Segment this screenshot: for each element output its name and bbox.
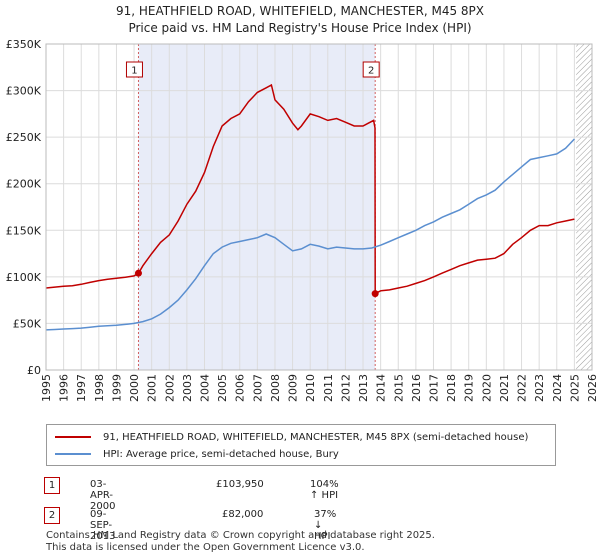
y-tick-label: £250K — [6, 131, 42, 144]
x-tick-label: 2001 — [146, 374, 159, 402]
sale-hpi-diff: 37% ↓ HPI — [314, 509, 337, 542]
x-tick-label: 2026 — [586, 374, 599, 402]
sale-number-box — [125, 61, 143, 78]
x-tick-label: 2019 — [463, 374, 476, 402]
legend-item-hpi: HPI: Average price, semi-detached house,… — [55, 446, 339, 462]
x-tick-label: 2009 — [287, 374, 300, 402]
y-tick-label: £350K — [6, 38, 42, 51]
y-tick-label: £300K — [6, 85, 42, 98]
sale-point — [134, 269, 142, 277]
x-tick-label: 1998 — [93, 374, 106, 402]
x-tick-label: 2018 — [445, 374, 458, 402]
sale-marker-2: 2 — [44, 507, 60, 524]
legend-swatch-property — [55, 436, 91, 438]
legend-label-property: 91, HEATHFIELD ROAD, WHITEFIELD, MANCHES… — [103, 431, 529, 443]
footer-line-2: This data is licensed under the Open Gov… — [46, 542, 365, 553]
footer-line-1: Contains HM Land Registry data © Crown c… — [46, 530, 435, 541]
sale-price: £82,000 — [222, 509, 264, 520]
x-tick-label: 2016 — [410, 374, 423, 402]
x-tick-label: 2025 — [568, 374, 581, 402]
chart-title: 91, HEATHFIELD ROAD, WHITEFIELD, MANCHES… — [115, 4, 484, 18]
y-tick-label: £0 — [27, 364, 41, 377]
x-tick-label: 2023 — [533, 374, 546, 402]
x-tick-label: 2000 — [128, 374, 141, 402]
x-tick-label: 2007 — [251, 374, 264, 402]
x-tick-label: 2004 — [199, 374, 212, 402]
x-tick-label: 2011 — [322, 374, 335, 402]
sale-date: 09-SEP-2013 — [90, 509, 116, 542]
legend-label-hpi: HPI: Average price, semi-detached house,… — [103, 448, 339, 460]
x-tick-label: 2006 — [234, 374, 247, 402]
x-tick-label: 2002 — [163, 374, 176, 402]
x-tick-label: 2017 — [427, 374, 440, 402]
x-tick-label: 1997 — [75, 374, 88, 402]
sale-price: £103,950 — [216, 479, 264, 490]
legend-swatch-hpi — [55, 453, 91, 455]
sale-number-box — [362, 61, 380, 78]
x-tick-label: 2010 — [304, 374, 317, 402]
sale-point — [371, 290, 379, 298]
y-tick-label: £100K — [6, 271, 42, 284]
sale-hpi-diff: 104% ↑ HPI — [310, 479, 339, 501]
x-tick-label: 2003 — [181, 374, 194, 402]
x-tick-label: 1996 — [58, 374, 71, 402]
chart-subtitle: Price paid vs. HM Land Registry's House … — [128, 21, 472, 35]
y-tick-label: £200K — [6, 178, 42, 191]
sale-number-label: 1 — [131, 66, 137, 77]
x-tick-label: 2024 — [551, 374, 564, 402]
x-tick-label: 2008 — [269, 374, 282, 402]
y-tick-label: £50K — [13, 317, 42, 330]
shaded-period — [138, 44, 376, 370]
x-tick-label: 2014 — [375, 374, 388, 402]
x-tick-label: 1999 — [110, 374, 123, 402]
x-tick-label: 2022 — [516, 374, 529, 402]
price-chart: 1 2 £0 £50K £100K £150K £200K £250K £300K £350K 19… — [6, 38, 599, 402]
x-tick-label: 1995 — [40, 374, 53, 402]
x-tick-label: 2005 — [216, 374, 229, 402]
x-tick-label: 2021 — [498, 374, 511, 402]
x-tick-label: 2013 — [357, 374, 370, 402]
x-tick-label: 2012 — [339, 374, 352, 402]
x-tick-label: 2015 — [392, 374, 405, 402]
x-tick-label: 2020 — [480, 374, 493, 402]
y-tick-label: £150K — [6, 224, 42, 237]
sale-number-label: 2 — [368, 66, 374, 77]
legend-item-property: 91, HEATHFIELD ROAD, WHITEFIELD, MANCHES… — [55, 429, 528, 445]
sale-date: 03-APR-2000 — [90, 479, 116, 512]
plot-border — [45, 43, 593, 371]
forecast-hatch — [576, 44, 592, 370]
hpi-line — [45, 138, 575, 331]
sale-marker-1: 1 — [44, 477, 60, 494]
legend: 91, HEATHFIELD ROAD, WHITEFIELD, MANCHES… — [46, 424, 556, 466]
